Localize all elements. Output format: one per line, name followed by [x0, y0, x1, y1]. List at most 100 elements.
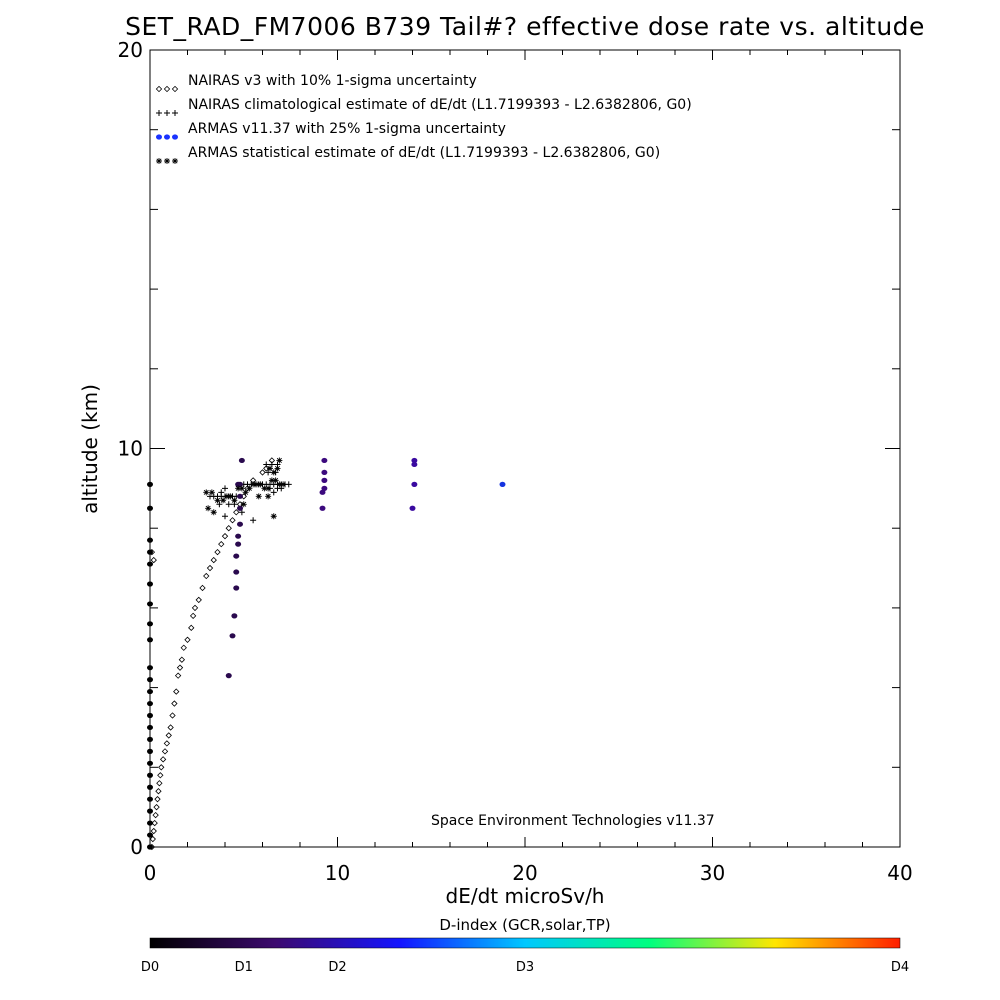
armas-stat-point	[276, 481, 283, 488]
nairas-clim-point	[222, 513, 228, 520]
legend-entry-label: ARMAS v11.37 with 25% 1-sigma uncertaint…	[188, 121, 506, 137]
armas-stat-point	[257, 481, 264, 488]
nairas-clim-point	[172, 110, 178, 116]
armas-stat-point	[270, 513, 277, 520]
armas-point	[147, 784, 153, 790]
x-axis-label: dE/dt microSv/h	[446, 884, 605, 908]
legend-entry-label: NAIRAS v3 with 10% 1-sigma uncertainty	[188, 73, 477, 89]
nairas-clim-point	[225, 501, 232, 508]
armas-point	[231, 613, 238, 619]
armas-point	[147, 832, 153, 838]
armas-point	[147, 808, 153, 814]
nairas-point	[163, 85, 171, 93]
colorbar	[149, 937, 901, 949]
nairas-point	[184, 636, 191, 643]
armas-point	[156, 134, 162, 140]
nairas-point	[233, 509, 240, 516]
armas-point	[233, 569, 240, 575]
y-tick-label: 20	[118, 38, 143, 62]
colorbar-label: D3	[516, 960, 534, 975]
nairas-point	[174, 672, 182, 679]
armas-stat-point	[227, 493, 234, 500]
nairas-clim-point	[164, 110, 170, 116]
armas-point	[147, 637, 153, 643]
armas-stat-point	[220, 497, 227, 504]
x-tick-label: 40	[887, 861, 912, 885]
nairas-point	[155, 788, 162, 795]
armas-stat-point	[235, 485, 242, 492]
armas-stat-point	[274, 465, 281, 472]
x-tick-label: 10	[325, 861, 350, 885]
armas-stat-point	[265, 493, 272, 500]
nairas-clim-point	[218, 489, 225, 496]
armas-stat-point	[242, 489, 249, 496]
armas-point	[147, 505, 153, 511]
armas-point	[147, 621, 153, 627]
nairas-point	[152, 811, 159, 819]
armas-point	[147, 677, 153, 683]
colorbar-label: D0	[141, 960, 159, 975]
nairas-point	[263, 465, 270, 472]
armas-stat-point	[261, 485, 268, 492]
nairas-clim-point	[263, 461, 270, 468]
colorbar-title: D-index (GCR,solar,TP)	[439, 916, 610, 934]
armas-stat-point	[231, 497, 238, 504]
armas-point	[321, 457, 328, 464]
nairas-point	[173, 688, 180, 695]
armas-stat-point	[272, 477, 279, 484]
armas-stat-point	[223, 493, 230, 500]
nairas-point	[210, 556, 217, 564]
y-tick-label: 0	[130, 835, 143, 859]
armas-point	[147, 844, 153, 850]
nairas-point	[176, 664, 184, 671]
armas-point	[147, 772, 153, 778]
nairas-point	[163, 740, 171, 747]
nairas-point	[206, 564, 214, 572]
armas-point	[321, 485, 328, 491]
armas-point	[237, 521, 243, 527]
nairas-point	[161, 748, 169, 755]
armas-point	[238, 457, 245, 464]
armas-point	[147, 796, 153, 802]
nairas-point	[167, 724, 174, 731]
y-tick-label: 10	[118, 437, 143, 461]
x-tick-label: 20	[512, 861, 537, 885]
nairas-point	[214, 548, 221, 556]
armas-point	[321, 477, 328, 483]
armas-point	[147, 760, 153, 766]
armas-point	[164, 134, 170, 140]
armas-point	[237, 505, 243, 511]
nairas-clim-point	[285, 481, 292, 488]
nairas-point	[188, 624, 195, 631]
legend: NAIRAS v3 with 10% 1-sigma uncertainty NA…	[155, 73, 692, 164]
armas-point	[235, 533, 242, 539]
armas-stat-point	[172, 158, 178, 164]
armas-stat-point	[210, 509, 217, 516]
nairas-point	[203, 572, 210, 580]
armas-stat-point	[253, 481, 260, 488]
nairas-point	[165, 732, 172, 739]
credit-text: Space Environment Technologies v11.37	[431, 813, 715, 829]
nairas-point	[259, 469, 266, 476]
armas-stat-point	[203, 489, 210, 496]
nairas-point	[180, 644, 187, 651]
armas-stat-point	[268, 477, 275, 484]
armas-stat-point	[156, 158, 162, 164]
armas-point	[411, 461, 418, 468]
nairas-clim-point	[222, 485, 228, 492]
armas-point	[147, 581, 153, 587]
armas-stat-point	[280, 481, 287, 488]
nairas-point	[229, 517, 236, 524]
nairas-point	[156, 780, 163, 787]
nairas-point	[157, 772, 164, 779]
nairas-point	[191, 604, 199, 612]
armas-stat-point	[276, 457, 283, 464]
nairas-point	[189, 612, 197, 620]
nairas-point	[195, 596, 202, 604]
armas-point	[147, 688, 153, 695]
colorbar-labels: D0 D1 D2 D3 D4	[141, 960, 909, 975]
armas-point	[235, 481, 242, 487]
nairas-point	[171, 700, 178, 707]
nairas-point	[221, 533, 229, 540]
